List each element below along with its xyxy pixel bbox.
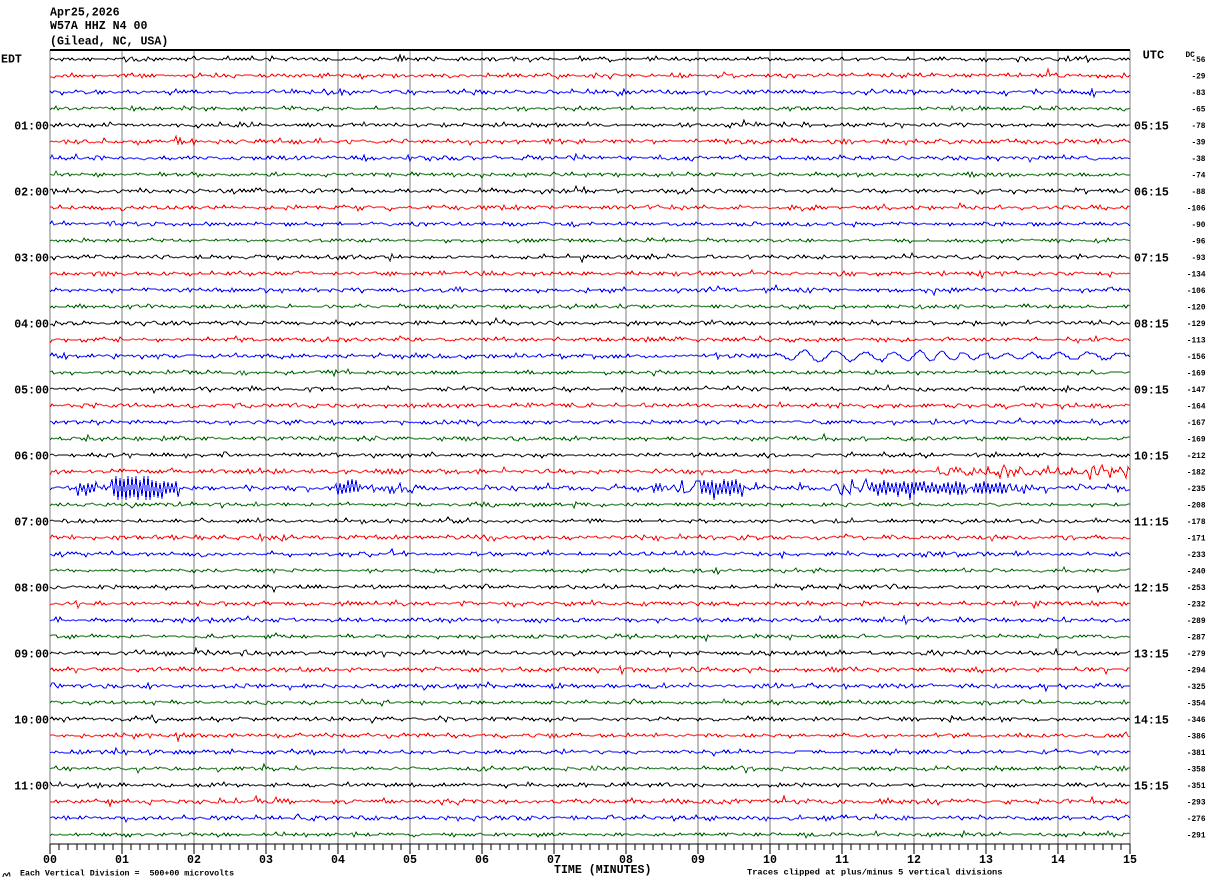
- svg-text:-233: -233: [1187, 552, 1206, 560]
- svg-text:Each Vertical Division = 500+: Each Vertical Division = 500+00 microvol…: [20, 869, 234, 879]
- svg-text:-182: -182: [1187, 469, 1206, 477]
- svg-text:01: 01: [115, 854, 129, 867]
- svg-text:03:00: 03:00: [14, 252, 49, 265]
- svg-text:07:15: 07:15: [1134, 252, 1169, 265]
- svg-text:15:15: 15:15: [1134, 780, 1169, 793]
- svg-text:-167: -167: [1187, 420, 1206, 428]
- svg-text:-354: -354: [1187, 700, 1206, 708]
- svg-text:EDT: EDT: [1, 53, 22, 66]
- svg-text:13:15: 13:15: [1134, 648, 1169, 661]
- svg-text:02:00: 02:00: [14, 186, 49, 199]
- svg-text:-291: -291: [1187, 832, 1206, 840]
- svg-text:DC: DC: [1186, 52, 1196, 60]
- svg-text:-358: -358: [1187, 766, 1206, 774]
- svg-text:-232: -232: [1187, 601, 1206, 609]
- svg-text:10:00: 10:00: [14, 714, 49, 727]
- svg-text:-289: -289: [1187, 618, 1206, 626]
- svg-text:-294: -294: [1187, 667, 1206, 675]
- svg-text:-240: -240: [1187, 568, 1206, 576]
- svg-text:-147: -147: [1187, 387, 1206, 395]
- svg-text:-212: -212: [1187, 453, 1206, 461]
- svg-text:-287: -287: [1187, 634, 1206, 642]
- svg-text:-351: -351: [1187, 783, 1206, 791]
- svg-text:13: 13: [979, 854, 993, 867]
- svg-text:09: 09: [691, 854, 705, 867]
- svg-text:-276: -276: [1187, 816, 1206, 824]
- svg-text:-65: -65: [1191, 106, 1205, 114]
- svg-text:-235: -235: [1187, 486, 1206, 494]
- svg-text:TIME (MINUTES): TIME (MINUTES): [554, 864, 651, 877]
- svg-text:05:00: 05:00: [14, 384, 49, 397]
- svg-text:-171: -171: [1187, 535, 1206, 543]
- svg-text:09:15: 09:15: [1134, 384, 1169, 397]
- svg-text:-169: -169: [1187, 436, 1206, 444]
- svg-text:11:00: 11:00: [14, 780, 49, 793]
- svg-text:14:15: 14:15: [1134, 714, 1169, 727]
- svg-text:-106: -106: [1187, 288, 1206, 296]
- svg-text:UTC: UTC: [1143, 49, 1165, 63]
- svg-text:-78: -78: [1191, 123, 1205, 131]
- svg-text:10:15: 10:15: [1134, 450, 1169, 463]
- svg-text:-129: -129: [1187, 321, 1206, 329]
- svg-text:05:15: 05:15: [1134, 120, 1169, 133]
- svg-text:10: 10: [763, 854, 777, 867]
- svg-text:-208: -208: [1187, 502, 1206, 510]
- svg-text:04: 04: [331, 854, 345, 867]
- svg-text:03: 03: [259, 854, 273, 867]
- svg-text:12:15: 12:15: [1134, 582, 1169, 595]
- svg-text:06: 06: [475, 854, 489, 867]
- svg-text:14: 14: [1051, 854, 1065, 867]
- svg-text:Traces clipped at plus/minus 5: Traces clipped at plus/minus 5 vertical …: [747, 867, 1002, 877]
- svg-text:W57A HHZ N4 00: W57A HHZ N4 00: [50, 20, 147, 33]
- svg-text:-96: -96: [1191, 238, 1205, 246]
- svg-text:-38: -38: [1191, 156, 1205, 164]
- svg-text:-325: -325: [1187, 684, 1206, 692]
- svg-text:06:00: 06:00: [14, 450, 49, 463]
- svg-text:-88: -88: [1191, 189, 1205, 197]
- svg-text:-74: -74: [1191, 172, 1205, 180]
- svg-text:07: 07: [547, 854, 561, 867]
- svg-text:-134: -134: [1187, 271, 1206, 279]
- svg-text:-279: -279: [1187, 651, 1206, 659]
- svg-text:Apr25,2026: Apr25,2026: [50, 6, 120, 19]
- svg-text:08:15: 08:15: [1134, 318, 1169, 331]
- svg-text:-164: -164: [1187, 403, 1206, 411]
- svg-text:-39: -39: [1191, 139, 1205, 147]
- svg-text:-56: -56: [1191, 57, 1205, 65]
- svg-text:08:00: 08:00: [14, 582, 49, 595]
- svg-text:11: 11: [835, 854, 849, 867]
- svg-text:(Gilead, NC, USA): (Gilead, NC, USA): [50, 35, 168, 48]
- svg-text:-253: -253: [1187, 585, 1206, 593]
- svg-text:-83: -83: [1191, 90, 1205, 98]
- svg-text:12: 12: [907, 854, 921, 867]
- svg-text:-346: -346: [1187, 717, 1206, 725]
- svg-text:-386: -386: [1187, 733, 1206, 741]
- svg-text:05: 05: [403, 854, 417, 867]
- svg-text:-156: -156: [1187, 354, 1206, 362]
- svg-text:-90: -90: [1191, 222, 1205, 230]
- svg-text:-178: -178: [1187, 519, 1206, 527]
- svg-text:02: 02: [187, 854, 201, 867]
- svg-text:08: 08: [619, 854, 633, 867]
- svg-text:-169: -169: [1187, 370, 1206, 378]
- svg-text:-120: -120: [1187, 304, 1206, 312]
- svg-text:01:00: 01:00: [14, 120, 49, 133]
- svg-text:-106: -106: [1187, 205, 1206, 213]
- svg-text:11:15: 11:15: [1134, 516, 1169, 529]
- svg-text:-381: -381: [1187, 750, 1206, 758]
- svg-text:-29: -29: [1191, 73, 1205, 81]
- svg-text:07:00: 07:00: [14, 516, 49, 529]
- svg-text:-293: -293: [1187, 799, 1206, 807]
- svg-text:-113: -113: [1187, 337, 1206, 345]
- svg-text:09:00: 09:00: [14, 648, 49, 661]
- svg-text:06:15: 06:15: [1134, 186, 1169, 199]
- svg-text:00: 00: [43, 854, 57, 867]
- svg-text:15: 15: [1123, 854, 1137, 867]
- svg-text:-93: -93: [1191, 255, 1205, 263]
- svg-text:04:00: 04:00: [14, 318, 49, 331]
